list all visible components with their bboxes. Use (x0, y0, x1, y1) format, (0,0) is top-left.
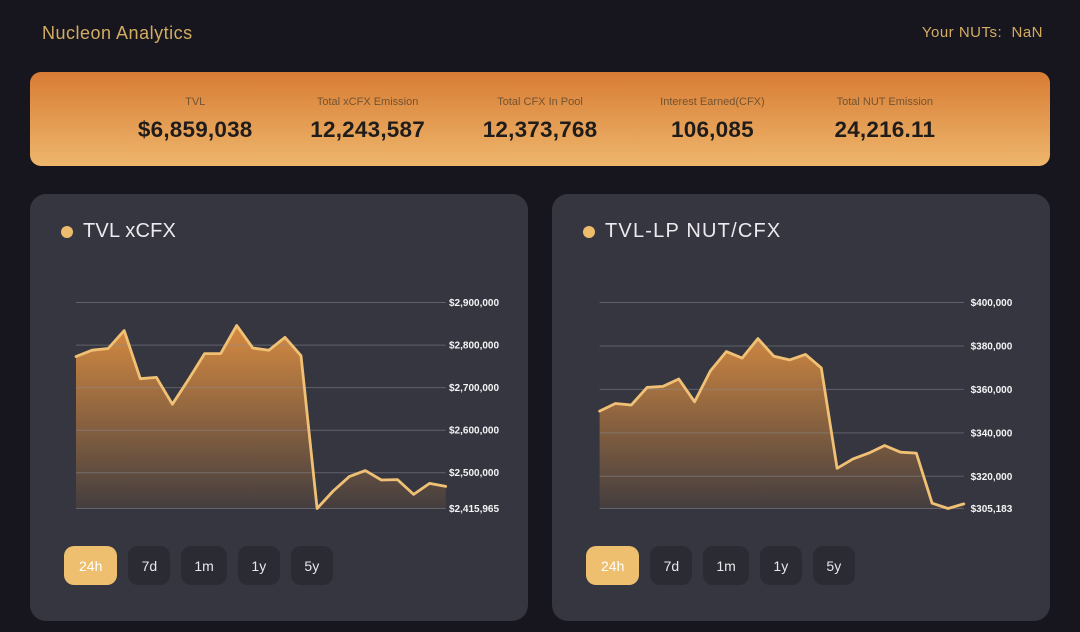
svg-text:$2,900,000: $2,900,000 (449, 298, 499, 309)
svg-text:$2,600,000: $2,600,000 (449, 426, 499, 437)
svg-text:$2,700,000: $2,700,000 (449, 383, 499, 394)
svg-text:$400,000: $400,000 (971, 298, 1013, 309)
svg-text:$2,415,965: $2,415,965 (449, 504, 499, 515)
svg-text:$2,500,000: $2,500,000 (449, 468, 499, 479)
svg-text:$2,800,000: $2,800,000 (449, 341, 499, 352)
svg-text:$340,000: $340,000 (971, 428, 1013, 439)
svg-text:$380,000: $380,000 (971, 342, 1013, 353)
svg-text:$305,183: $305,183 (971, 504, 1013, 515)
svg-text:$360,000: $360,000 (971, 385, 1013, 396)
svg-text:$320,000: $320,000 (971, 472, 1013, 483)
